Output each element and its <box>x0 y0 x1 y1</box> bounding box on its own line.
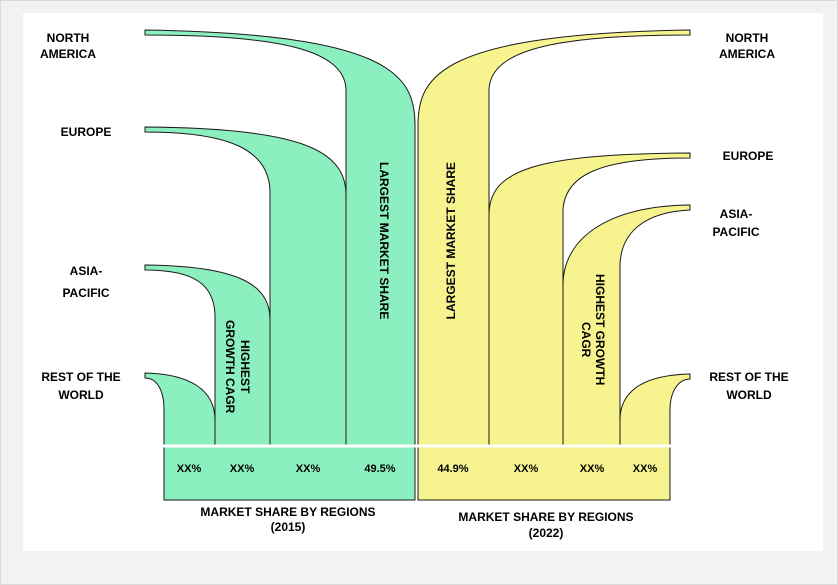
leaf-left-europe <box>144 126 347 501</box>
leaf-left-north-america <box>144 29 416 501</box>
left-callout-largest-share: LARGEST MARKET SHARE <box>377 162 391 319</box>
right-label-north-america-line1: NORTH <box>726 31 769 45</box>
left-callout-growth-line1: HIGHEST <box>238 340 252 394</box>
left-value-rest-of-world: XX% <box>177 463 202 475</box>
right-label-asia-pacific-line2: PACIFIC <box>712 225 759 239</box>
left-label-rest-of-world-line2: WORLD <box>58 388 104 402</box>
left-callout-growth-line2: GROWTH CAGR <box>223 320 237 414</box>
value-band-left <box>163 445 416 501</box>
left-caption-line2: (2015) <box>271 520 306 534</box>
right-label-rest-of-world-line2: WORLD <box>726 388 772 402</box>
left-label-europe: EUROPE <box>61 125 112 139</box>
right-callout-largest-share: LARGEST MARKET SHARE <box>444 162 458 319</box>
left-label-asia-pacific-line1: ASIA- <box>70 264 103 278</box>
right-caption-line2: (2022) <box>529 526 564 540</box>
right-value-north-america: 44.9% <box>437 463 468 475</box>
left-value-north-america: 49.5% <box>364 463 395 475</box>
right-callout-growth-line2: CAGR <box>579 322 593 358</box>
leaf-right-asia-pacific <box>562 204 691 501</box>
left-label-north-america-line2: AMERICA <box>40 47 96 61</box>
left-value-europe: XX% <box>296 463 321 475</box>
value-band-right <box>417 445 671 501</box>
right-label-north-america-line2: AMERICA <box>719 47 775 61</box>
right-value-europe: XX% <box>514 463 539 475</box>
right-label-europe: EUROPE <box>723 149 774 163</box>
left-value-asia-pacific: XX% <box>230 463 255 475</box>
right-label-asia-pacific-line1: ASIA- <box>720 207 753 221</box>
leaf-right-europe <box>488 152 691 501</box>
right-value-asia-pacific: XX% <box>580 463 605 475</box>
left-label-asia-pacific-line2: PACIFIC <box>62 286 109 300</box>
right-callout-growth-line1: HIGHEST GROWTH <box>593 274 607 385</box>
left-label-north-america-line1: NORTH <box>47 31 90 45</box>
right-value-rest-of-world: XX% <box>633 463 658 475</box>
right-label-rest-of-world-line1: REST OF THE <box>709 370 788 384</box>
left-caption-line1: MARKET SHARE BY REGIONS <box>200 505 375 519</box>
right-caption-line1: MARKET SHARE BY REGIONS <box>458 510 633 524</box>
leaf-right-north-america <box>417 29 691 501</box>
left-label-rest-of-world-line1: REST OF THE <box>41 370 120 384</box>
